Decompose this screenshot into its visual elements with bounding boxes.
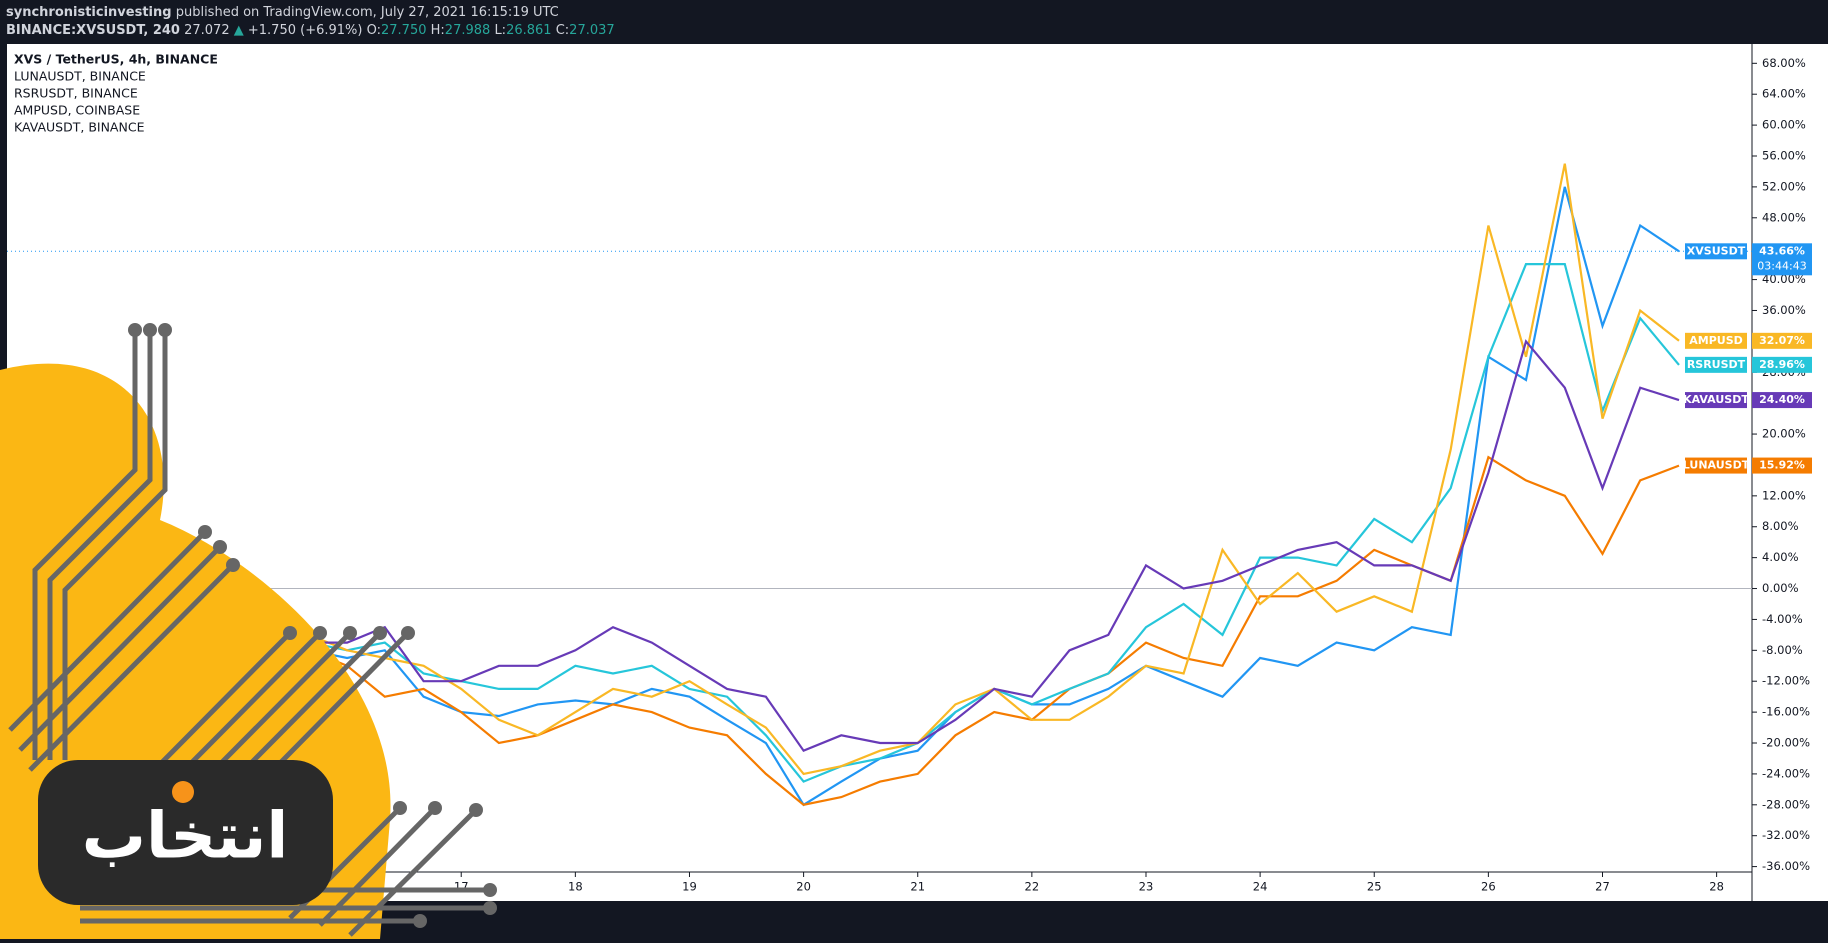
tag-name-box — [1685, 243, 1747, 260]
ohlc-key: L: — [494, 23, 506, 38]
grid: -36.00% -32.00% -28.00% -24.00% -20.00% -16.0… — [7, 56, 1810, 894]
tag-value: 43.66% — [1759, 244, 1805, 257]
header-line-2: BINANCE:XVSUSDT, 240 27.072 ▲ +1.750 (+6… — [6, 23, 615, 38]
tag-value-box — [1752, 356, 1812, 373]
tag-name: KAVAUSDT — [1683, 393, 1749, 406]
y-tick-label: -32.00% — [1762, 828, 1810, 842]
logo-box — [38, 760, 333, 905]
ohlc-value: 27.750 — [381, 23, 427, 38]
y-tick-label: -20.00% — [1762, 736, 1810, 750]
watermark-logo: انتخاب — [0, 323, 497, 939]
y-tick-label: 0.00% — [1762, 581, 1799, 595]
y-tick-label: 56.00% — [1762, 148, 1806, 162]
publisher: synchronisticinvesting — [6, 5, 172, 20]
y-tick-label: -36.00% — [1762, 859, 1810, 873]
last: 27.072 — [184, 23, 230, 38]
y-tick-label: 36.00% — [1762, 303, 1806, 317]
tag-name: AMPUSD — [1689, 334, 1743, 347]
x-tick-label: 19 — [682, 880, 697, 894]
x-tick-label: 25 — [1367, 880, 1382, 894]
x-tick-label: 23 — [1139, 880, 1154, 894]
legend-entry: LUNAUSDT, BINANCE — [14, 69, 146, 84]
tag-value-box — [1752, 457, 1812, 474]
header-bar — [0, 0, 1828, 44]
y-tick-label: 8.00% — [1762, 519, 1799, 533]
y-tick-label: 12.00% — [1762, 488, 1806, 502]
tag-name-box — [1685, 457, 1747, 474]
countdown: 03:44:43 — [1757, 259, 1806, 272]
x-tick-label: 26 — [1481, 880, 1496, 894]
x-tick-label: 20 — [796, 880, 811, 894]
tag-value: 28.96% — [1759, 358, 1805, 371]
tag-name: XVSUSDT — [1687, 244, 1746, 257]
y-tick-label: -4.00% — [1762, 612, 1803, 626]
tag-value-box — [1752, 243, 1812, 276]
y-tick-label: -8.00% — [1762, 643, 1803, 657]
legend: XVS / TetherUS, 4h, BINANCE LUNAUSDT, BIN… — [14, 52, 218, 135]
header-line-1: synchronisticinvesting published on Trad… — [6, 5, 559, 20]
tag-name-box — [1685, 356, 1747, 373]
y-tick-label: 60.00% — [1762, 118, 1806, 132]
y-tick-label: -12.00% — [1762, 674, 1810, 688]
lines — [7, 163, 1752, 807]
ohlc: O:27.750 H:27.988 L:26.861 C:27.037 — [362, 23, 614, 38]
series-line — [194, 339, 1680, 753]
x-tick-label: 18 — [568, 880, 583, 894]
ohlc-key: C: — [556, 23, 569, 38]
published: published on TradingView.com, July 27, 2… — [176, 5, 559, 20]
ohlc-value: 27.988 — [445, 23, 491, 38]
y-tick-label: 68.00% — [1762, 56, 1806, 70]
y-tick-label: -24.00% — [1762, 766, 1810, 780]
y-tick-label: 40.00% — [1762, 272, 1806, 286]
series-line — [194, 163, 1680, 776]
logo-text: انتخاب — [82, 800, 289, 874]
ohlc-key: H: — [431, 23, 445, 38]
x-tick-label: 22 — [1025, 880, 1040, 894]
circuit-nodes — [128, 323, 497, 928]
tag-name-box — [1685, 392, 1747, 409]
legend-entry: RSRUSDT, BINANCE — [14, 86, 138, 101]
ohlc-key: O: — [367, 23, 381, 38]
tag-value: 24.40% — [1759, 393, 1805, 406]
legend-entry: XVS / TetherUS, 4h, BINANCE — [14, 52, 218, 67]
tag-name: LUNAUSDT — [1683, 459, 1750, 472]
x-tick-label: 27 — [1595, 880, 1610, 894]
tag-value-box — [1752, 392, 1812, 409]
y-tick-label: -16.00% — [1762, 705, 1810, 719]
bitcoin-icon — [172, 781, 194, 803]
y-tick-label: 4.00% — [1762, 550, 1799, 564]
x-tick-label: 21 — [910, 880, 925, 894]
ohlc-value: 26.861 — [506, 23, 552, 38]
change: +1.750 (+6.91%) — [248, 23, 363, 38]
tag-name-box — [1685, 332, 1747, 349]
tag-value-box — [1752, 332, 1812, 349]
symbol: BINANCE:XVSUSDT, 240 — [6, 23, 180, 38]
y-tick-label: 20.00% — [1762, 427, 1806, 441]
y-tick-label: 52.00% — [1762, 179, 1806, 193]
price-tags: XVSUSDT 43.66% 03:44:43 LUNAUSDT 15.92% RSRUS… — [1683, 243, 1812, 474]
legend-entry: AMPUSD, COINBASE — [14, 103, 140, 118]
ohlc-value: 27.037 — [569, 23, 615, 38]
tag-value: 15.92% — [1759, 459, 1805, 472]
y-tick-label: -28.00% — [1762, 797, 1810, 811]
tag-name: RSRUSDT — [1687, 358, 1746, 371]
tag-value: 32.07% — [1759, 334, 1805, 347]
y-tick-label: 64.00% — [1762, 87, 1806, 101]
up-arrow: ▲ — [234, 23, 244, 38]
x-tick-label: 24 — [1253, 880, 1268, 894]
x-tick-label: 28 — [1709, 880, 1724, 894]
legend-entry: KAVAUSDT, BINANCE — [14, 120, 145, 135]
y-tick-label: 48.00% — [1762, 210, 1806, 224]
